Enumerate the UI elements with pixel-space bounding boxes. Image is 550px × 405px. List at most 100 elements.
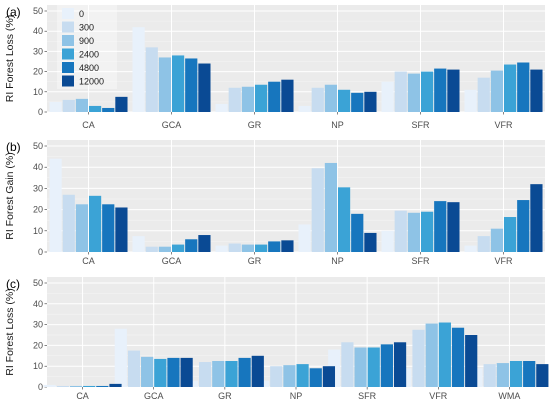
bar-gca-0 <box>132 27 145 112</box>
bar-gr-900 <box>241 244 255 252</box>
panel-background <box>47 5 545 112</box>
bar-gca-12000 <box>198 235 211 252</box>
bar-sfr-300 <box>341 342 354 387</box>
legend-label: 900 <box>79 36 94 46</box>
bar-gca-12000 <box>180 357 193 387</box>
y-tick-label: 10 <box>33 87 43 97</box>
bar-ca-2400 <box>88 105 102 112</box>
legend-key <box>62 75 74 87</box>
bar-vfr-300 <box>412 329 425 387</box>
x-tick-label: VFR <box>429 391 448 401</box>
y-tick-label: 0 <box>38 247 43 257</box>
bar-gca-300 <box>127 350 141 387</box>
bar-ca-4800 <box>96 385 109 387</box>
legend-label: 4800 <box>79 63 99 73</box>
bar-gr-12000 <box>251 355 264 387</box>
bar-np-12000 <box>322 366 336 387</box>
bar-gr-300 <box>228 87 241 112</box>
bar-np-900 <box>324 162 338 252</box>
bar-ca-900 <box>75 204 89 252</box>
bar-gca-4800 <box>185 58 198 112</box>
x-tick-label: NP <box>290 391 303 401</box>
x-tick-label: NP <box>331 120 344 130</box>
bar-np-0 <box>298 224 311 252</box>
bar-np-300 <box>270 366 283 387</box>
bar-ca-300 <box>56 385 69 387</box>
bar-np-300 <box>311 168 324 252</box>
legend-key <box>62 35 74 46</box>
bar-np-4800 <box>351 213 364 252</box>
bar-sfr-300 <box>394 71 407 112</box>
bar-gca-300 <box>145 47 158 112</box>
bar-sfr-900 <box>354 347 367 387</box>
bar-gca-4800 <box>185 239 198 252</box>
bar-sfr-12000 <box>447 69 460 112</box>
bar-vfr-12000 <box>530 184 543 252</box>
bar-vfr-0 <box>464 245 477 252</box>
bar-sfr-12000 <box>393 342 407 387</box>
y-tick-label: 50 <box>33 141 43 151</box>
bar-gr-900 <box>241 86 255 112</box>
bar-np-300 <box>311 87 324 112</box>
bar-wma-300 <box>483 364 496 387</box>
y-axis-label: RI Forest Loss (%) <box>4 288 16 376</box>
legend-key <box>62 8 74 19</box>
bar-np-2400 <box>296 364 309 387</box>
bar-gr-4800 <box>238 357 251 387</box>
x-tick-label: CA <box>76 391 89 401</box>
bar-vfr-4800 <box>451 327 465 387</box>
bar-vfr-2400 <box>438 322 451 387</box>
bar-np-2400 <box>337 187 351 252</box>
bar-ca-12000 <box>109 383 122 387</box>
y-tick-label: 40 <box>33 299 43 309</box>
y-tick-label: 0 <box>38 382 43 392</box>
y-tick-label: 20 <box>33 340 43 350</box>
x-tick-label: GR <box>248 120 262 130</box>
bar-np-12000 <box>364 91 377 112</box>
bar-np-4800 <box>309 368 322 387</box>
bar-vfr-12000 <box>530 69 543 112</box>
bar-sfr-4800 <box>380 344 393 387</box>
bar-vfr-4800 <box>517 62 530 112</box>
x-tick-label: GR <box>248 256 262 266</box>
legend-label: 12000 <box>79 77 104 87</box>
bar-sfr-0 <box>381 230 394 252</box>
bar-gr-2400 <box>225 361 238 387</box>
legend-label: 300 <box>79 23 94 33</box>
y-tick-label: 40 <box>33 26 43 36</box>
bar-gr-2400 <box>254 84 268 112</box>
x-tick-label: SFR <box>412 256 431 266</box>
bar-ca-0 <box>49 101 62 112</box>
x-tick-label: GCA <box>144 391 164 401</box>
bar-vfr-300 <box>477 236 490 252</box>
bar-gca-300 <box>145 246 158 252</box>
bar-ca-12000 <box>115 96 128 112</box>
bar-ca-4800 <box>102 107 115 112</box>
panel-label: (b) <box>6 140 21 154</box>
bar-gr-12000 <box>281 240 294 252</box>
bar-ca-0 <box>43 384 56 387</box>
bar-gca-0 <box>114 328 127 387</box>
bar-gca-900 <box>141 356 154 387</box>
bar-sfr-2400 <box>367 347 380 387</box>
bar-sfr-4800 <box>434 201 447 252</box>
bar-ca-900 <box>69 385 83 387</box>
x-tick-label: CA <box>82 120 95 130</box>
y-tick-label: 20 <box>33 67 43 77</box>
bar-np-900 <box>324 84 338 112</box>
y-tick-label: 20 <box>33 205 43 215</box>
panel-label: (c) <box>6 277 20 291</box>
bar-ca-4800 <box>102 204 115 252</box>
bar-gr-4800 <box>268 81 281 112</box>
bar-gca-0 <box>132 236 145 252</box>
legend-label: 2400 <box>79 50 99 60</box>
bar-vfr-12000 <box>465 335 478 387</box>
y-tick-label: 40 <box>33 162 43 172</box>
x-tick-label: VFR <box>495 120 514 130</box>
bar-gr-300 <box>228 243 241 252</box>
bar-sfr-900 <box>407 73 421 112</box>
x-tick-label: GCA <box>162 256 182 266</box>
y-tick-label: 30 <box>33 320 43 330</box>
legend: 0 300 900 2400 4800 12000 <box>57 4 117 89</box>
